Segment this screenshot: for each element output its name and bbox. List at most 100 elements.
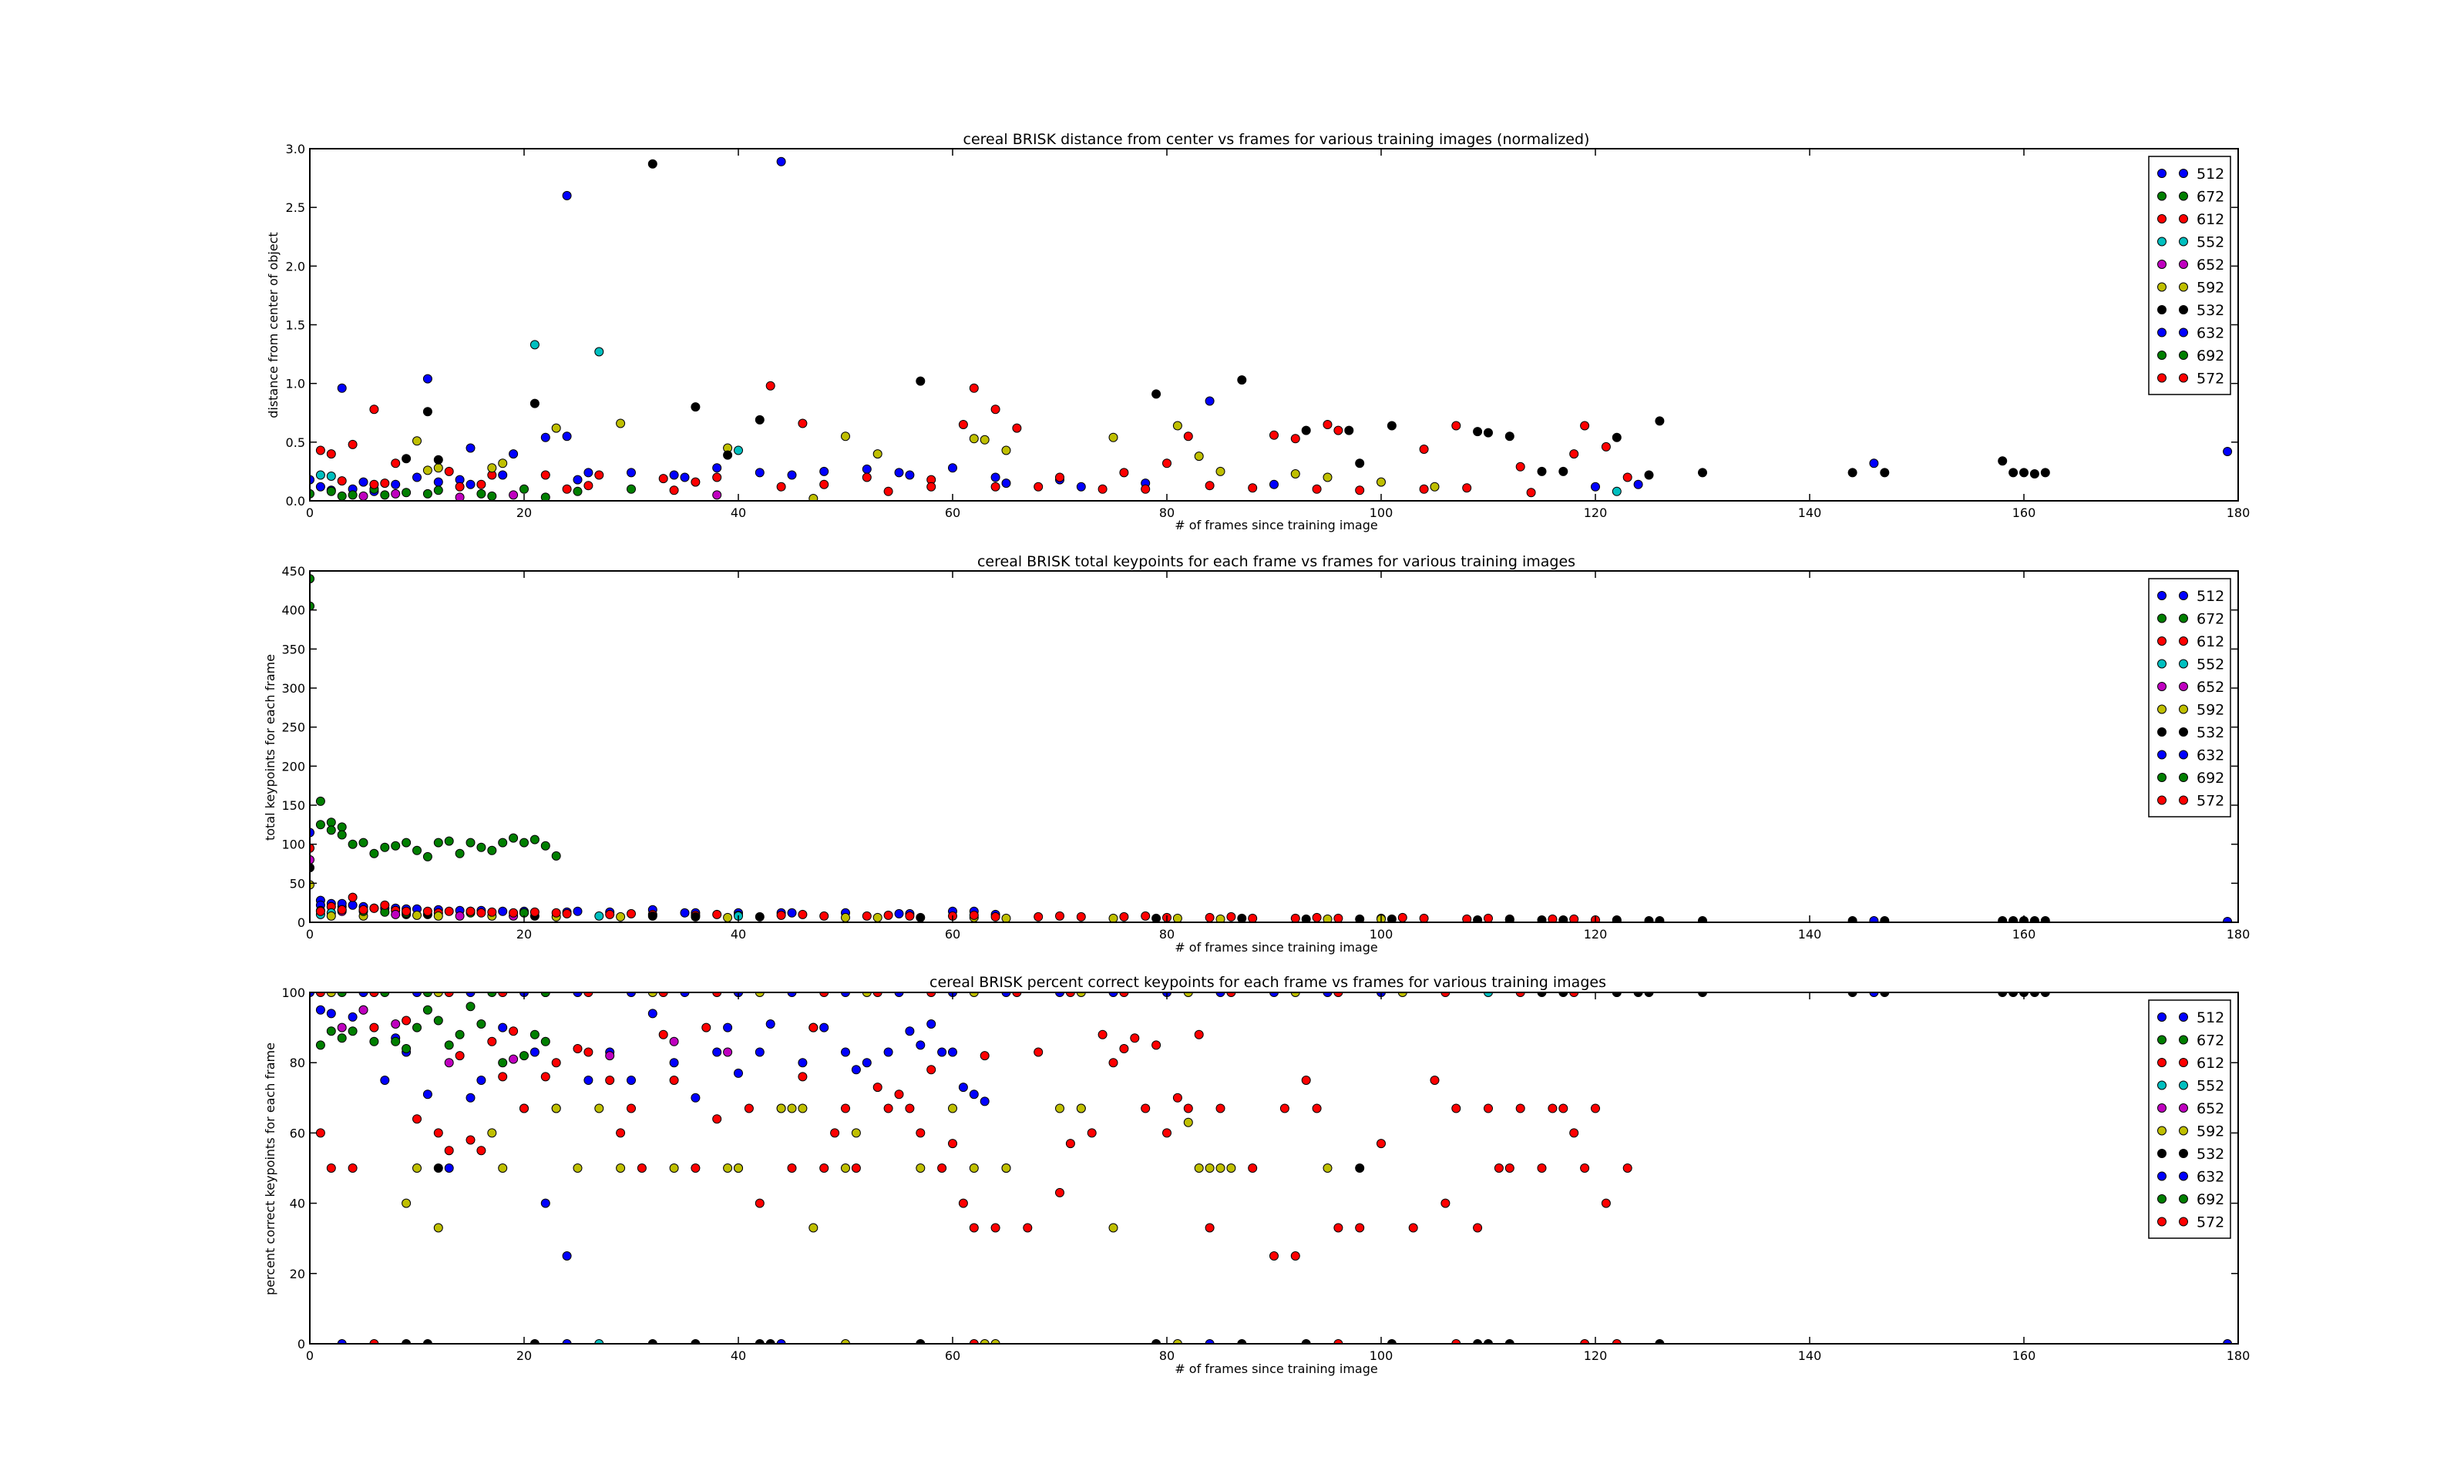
legend-marker (2158, 614, 2167, 623)
legend-marker (2158, 1104, 2167, 1113)
point-series-512 (584, 468, 593, 477)
point-series-592 (573, 1164, 582, 1173)
point-series-592 (1109, 433, 1118, 442)
point-series-592 (1195, 452, 1203, 461)
legend-label: 512 (2197, 1009, 2224, 1026)
point-series-672 (402, 489, 411, 497)
point-series-612 (798, 1073, 807, 1081)
point-series-672 (488, 846, 496, 854)
point-series-552 (595, 347, 603, 356)
point-series-672 (499, 838, 507, 847)
point-series-512 (648, 1009, 657, 1018)
legend-marker (2180, 283, 2188, 291)
point-series-592 (1323, 1164, 1332, 1173)
point-series-532 (1302, 426, 1310, 435)
legend-marker (2180, 1059, 2188, 1067)
point-series-532 (691, 912, 700, 921)
point-series-612 (1623, 1164, 1632, 1173)
point-series-612 (862, 473, 871, 482)
point-series-672 (541, 1037, 550, 1046)
point-series-572 (381, 479, 389, 488)
x-tick-label: 120 (1584, 927, 1608, 942)
point-series-572 (820, 480, 829, 489)
point-series-612 (1581, 421, 1589, 430)
legend-marker (2158, 705, 2167, 713)
point-series-652 (724, 1048, 732, 1056)
point-series-592 (724, 1164, 732, 1173)
x-tick-label: 40 (731, 1348, 746, 1363)
point-series-512 (927, 1020, 936, 1029)
point-series-612 (1034, 1048, 1043, 1056)
point-series-592 (1184, 1118, 1192, 1126)
point-series-592 (970, 435, 978, 443)
point-series-652 (392, 910, 400, 918)
point-series-592 (423, 466, 432, 475)
point-series-612 (1024, 1224, 1032, 1232)
point-series-592 (617, 912, 625, 921)
point-series-592 (1216, 467, 1225, 475)
point-series-612 (1098, 485, 1107, 493)
x-tick-label: 80 (1159, 927, 1175, 942)
point-series-612 (392, 459, 400, 468)
point-series-652 (392, 489, 400, 498)
point-series-612 (1066, 1140, 1074, 1148)
point-series-512 (820, 1023, 829, 1032)
y-tick-label: 20 (290, 1267, 305, 1281)
x-tick-label: 60 (945, 505, 960, 520)
x-tick-label: 40 (731, 927, 746, 942)
point-series-532 (2009, 468, 2018, 477)
point-series-532 (2020, 468, 2029, 477)
x-tick-label: 0 (306, 505, 314, 520)
point-series-612 (766, 381, 775, 390)
point-series-612 (584, 1048, 593, 1056)
chart-title: cereal BRISK distance from center vs fra… (963, 131, 1590, 148)
point-series-612 (1494, 1164, 1503, 1173)
x-tick-label: 180 (2227, 505, 2251, 520)
point-series-672 (423, 852, 432, 861)
point-series-612 (552, 1059, 560, 1067)
point-series-672 (573, 487, 582, 495)
y-tick-label: 300 (281, 681, 305, 696)
point-series-552 (316, 471, 324, 479)
point-series-512 (627, 468, 636, 477)
point-series-572 (627, 909, 636, 918)
y-tick-label: 350 (281, 642, 305, 656)
point-series-592 (595, 1104, 603, 1113)
point-series-612 (670, 486, 678, 495)
point-series-672 (466, 838, 475, 847)
point-series-612 (1120, 1045, 1128, 1053)
point-series-512 (1592, 482, 1600, 491)
point-series-612 (1087, 1129, 1096, 1137)
point-series-612 (1538, 1164, 1546, 1173)
point-series-612 (991, 1224, 1000, 1232)
point-series-532 (1505, 432, 1514, 441)
point-series-512 (842, 1048, 850, 1056)
point-series-532 (1152, 914, 1161, 922)
point-series-572 (488, 908, 496, 916)
point-series-592 (970, 1164, 978, 1173)
point-series-612 (916, 1129, 925, 1137)
point-series-592 (499, 1164, 507, 1173)
x-tick-label: 140 (1798, 1348, 1822, 1363)
point-series-512 (499, 907, 507, 915)
point-series-632 (1077, 482, 1085, 491)
point-series-572 (338, 477, 346, 485)
legend-marker (2158, 351, 2167, 360)
point-series-572 (445, 907, 453, 915)
point-series-612 (959, 1199, 967, 1207)
point-series-532 (2041, 468, 2049, 477)
y-tick-label: 0.5 (286, 435, 305, 450)
point-series-612 (370, 1023, 378, 1032)
point-series-612 (927, 1066, 936, 1074)
point-series-532 (755, 912, 764, 921)
point-series-532 (1345, 426, 1353, 435)
point-series-672 (413, 1023, 422, 1032)
legend-label: 572 (2197, 371, 2224, 388)
point-series-672 (627, 485, 636, 493)
point-series-592 (413, 437, 422, 445)
point-series-592 (499, 459, 507, 468)
x-tick-label: 60 (945, 1348, 960, 1363)
legend-label: 612 (2197, 211, 2224, 228)
point-series-612 (541, 1073, 550, 1081)
point-series-592 (852, 1129, 860, 1137)
